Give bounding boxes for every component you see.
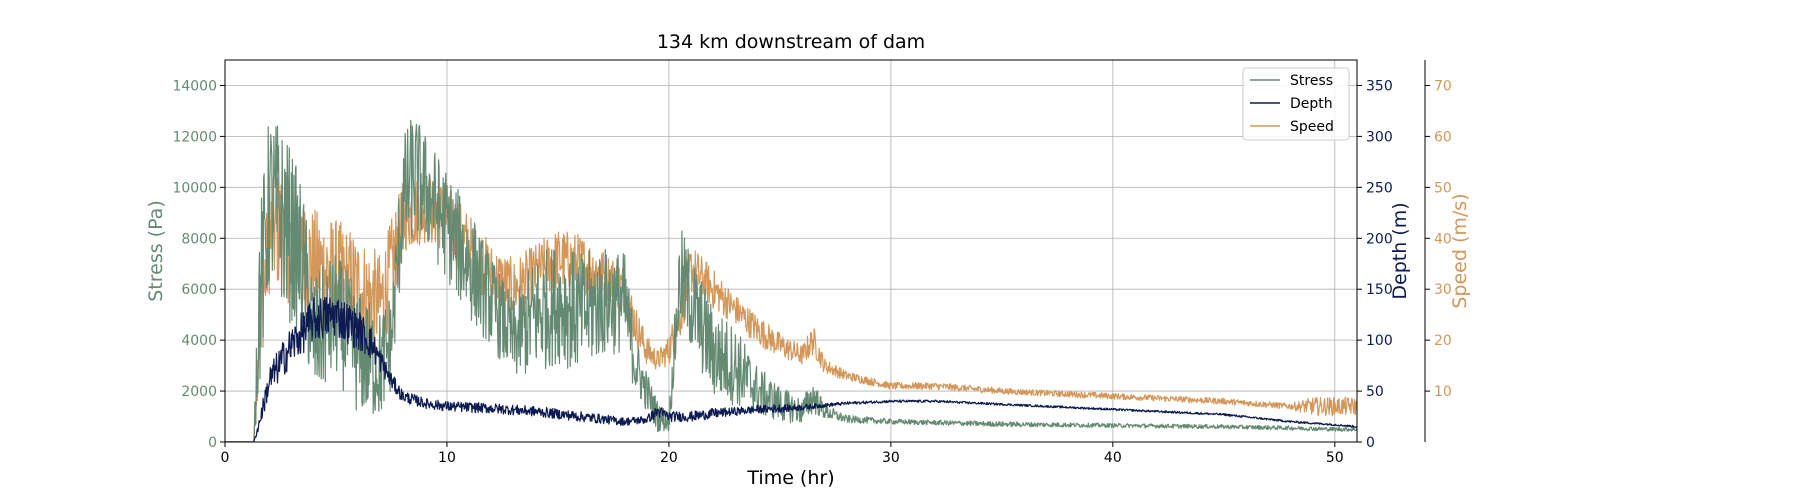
y-tick-label-speed: 60 [1434,129,1452,145]
y-tick-label-speed: 50 [1434,180,1452,196]
x-axis: 0 10 20 30 40 50 [221,442,1344,466]
y-tick-label-depth: 250 [1366,180,1393,196]
y-tick-label-stress: 2000 [181,384,217,400]
y-axis-label-depth: Depth (m) [1389,202,1411,299]
series-line-stress [225,119,1357,442]
y-tick-label-stress: 4000 [181,333,217,349]
legend-label-stress: Stress [1290,73,1333,89]
x-axis-label: Time (hr) [746,467,834,489]
y-tick-label-stress: 0 [208,435,217,451]
y-tick-label-speed: 70 [1434,78,1452,94]
y-tick-label-stress: 6000 [181,282,217,298]
y-tick-label-stress: 14000 [172,78,217,94]
y-tick-label-depth: 100 [1366,333,1393,349]
legend-label-speed: Speed [1290,119,1334,135]
y-tick-label-stress: 12000 [172,129,217,145]
y-tick-label-stress: 8000 [181,231,217,247]
legend-label-depth: Depth [1290,96,1333,112]
y-tick-label-stress: 10000 [172,180,217,196]
series-line-depth [225,296,1357,442]
x-tick-label: 50 [1326,450,1344,466]
legend: Stress Depth Speed [1242,67,1350,141]
y-tick-label-speed: 20 [1434,333,1452,349]
legend-entry-speed: Speed [1250,119,1334,135]
y-axis-stress: 0 2000 4000 6000 8000 10000 12000 14000 [172,78,225,451]
y-axis-depth: 0 50 100 150 200 250 300 350 [1357,78,1393,451]
y-axis-speed: 10 20 30 40 50 60 70 [1424,60,1452,442]
y-axis-label-stress: Stress (Pa) [145,200,167,302]
chart-title: 134 km downstream of dam [657,31,925,53]
x-tick-label: 40 [1104,450,1122,466]
y-axis-label-speed: Speed (m/s) [1449,193,1471,308]
y-tick-label-depth: 150 [1366,282,1393,298]
plot-frame [224,59,1358,443]
series-layer [225,119,1357,442]
y-tick-label-speed: 40 [1434,231,1452,247]
y-tick-label-depth: 300 [1366,129,1393,145]
y-tick-label-speed: 10 [1434,384,1452,400]
x-tick-label: 30 [882,450,900,466]
legend-entry-stress: Stress [1250,73,1333,89]
y-tick-label-speed: 30 [1434,282,1452,298]
legend-box [1242,67,1350,141]
x-tick-label: 20 [660,450,678,466]
y-tick-label-depth: 200 [1366,231,1393,247]
x-tick-label: 0 [221,450,230,466]
x-tick-label: 10 [438,450,456,466]
y-tick-label-depth: 50 [1366,384,1384,400]
y-tick-label-depth: 350 [1366,78,1393,94]
legend-entry-depth: Depth [1250,96,1333,112]
series-line-speed [225,176,1357,442]
y-tick-label-depth: 0 [1366,435,1375,451]
